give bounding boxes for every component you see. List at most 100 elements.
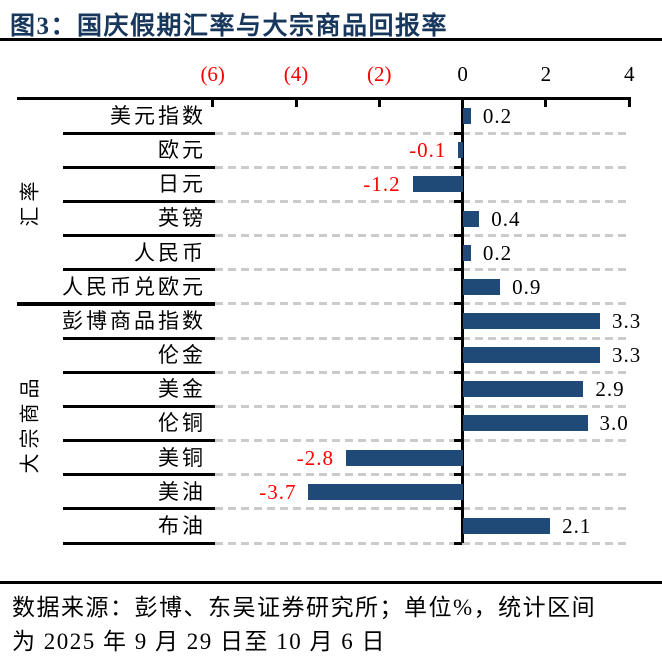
category-label: 英镑 [158, 206, 206, 231]
row-label-underline [63, 370, 215, 374]
x-axis-tick [294, 99, 298, 107]
bar [462, 210, 480, 227]
x-axis-tick-label: (4) [283, 62, 309, 86]
category-label: 欧元 [158, 138, 206, 163]
row-gridline [215, 439, 630, 443]
group-label-text: 大宗商品 [19, 373, 42, 474]
x-axis-tick-label: (2) [367, 62, 392, 86]
x-axis-tick-label: 2 [540, 62, 552, 86]
value-label: -0.1 [409, 138, 447, 163]
bar [462, 313, 601, 329]
y-axis-tick [454, 439, 463, 443]
row-label-underline [63, 199, 215, 203]
row-gridline [215, 473, 630, 477]
value-label: 0.9 [512, 274, 542, 299]
row-gridline [215, 302, 630, 306]
y-axis-tick [454, 234, 463, 238]
category-label: 布油 [158, 513, 206, 538]
category-label: 美铜 [158, 445, 206, 470]
title-divider [0, 38, 662, 41]
footer-divider [0, 581, 662, 584]
bar [308, 483, 463, 500]
x-axis-tick [377, 99, 381, 107]
row-gridline [215, 131, 630, 135]
row-label-underline [63, 336, 215, 340]
row-gridline [215, 268, 630, 272]
row-label-underline [63, 268, 215, 272]
bar [462, 347, 601, 364]
y-axis-tick [454, 165, 463, 169]
x-axis-tick [211, 99, 215, 107]
value-label: 0.2 [482, 240, 513, 265]
bar [462, 381, 584, 398]
category-label: 美油 [158, 479, 206, 504]
row-gridline [215, 370, 630, 374]
row-label-underline [63, 541, 215, 545]
category-label: 美元指数 [110, 104, 206, 128]
value-label: 2.1 [562, 513, 592, 538]
row-label-underline [63, 439, 215, 443]
group-separator [17, 301, 215, 306]
bar [462, 415, 588, 432]
value-label: 3.0 [599, 411, 629, 436]
bar [462, 244, 471, 261]
bar [345, 449, 463, 466]
row-gridline [215, 507, 630, 511]
bar [462, 108, 471, 125]
value-label: -2.8 [296, 445, 334, 470]
bar [462, 517, 551, 534]
bar [462, 278, 501, 295]
y-axis-tick [454, 404, 463, 408]
category-label: 美金 [158, 377, 206, 402]
group-label: 大宗商品 [8, 304, 48, 543]
bar [412, 176, 463, 193]
row-gridline [215, 541, 630, 545]
x-axis-tick-label: 4 [623, 62, 635, 86]
value-label: 0.2 [482, 104, 513, 129]
value-label: 0.4 [491, 206, 521, 231]
y-axis-tick [454, 336, 463, 340]
x-axis-line [17, 97, 631, 100]
source-note-line1: 数据来源：彭博、东吴证券研究所；单位%，统计区间 [12, 595, 597, 620]
group-label: 汇率 [8, 99, 48, 304]
y-axis-tick [454, 507, 463, 511]
y-axis-tick [454, 302, 463, 306]
source-note-line2: 为 2025 年 9 月 29 日至 10 月 6 日 [12, 629, 386, 654]
row-gridline [215, 404, 630, 408]
x-axis-tick [544, 99, 548, 107]
row-label-underline [63, 404, 215, 408]
row-gridline [215, 199, 630, 203]
y-axis-tick [454, 268, 463, 272]
bar [458, 142, 463, 159]
figure-title: 图3：国庆假期汇率与大宗商品回报率 [10, 13, 449, 40]
category-label: 彭博商品指数 [62, 308, 206, 333]
row-label-underline [63, 165, 215, 169]
y-axis-tick [454, 131, 463, 135]
x-axis-tick [627, 99, 631, 107]
value-label: -1.2 [363, 172, 401, 197]
group-label-text: 汇率 [19, 176, 42, 227]
value-label: 3.3 [612, 309, 642, 333]
y-axis-tick [454, 473, 463, 477]
y-axis-tick [454, 370, 463, 374]
category-label: 日元 [158, 172, 206, 197]
category-label: 伦金 [158, 343, 206, 368]
category-label: 伦铜 [158, 411, 206, 436]
row-gridline [215, 336, 630, 340]
row-label-underline [63, 131, 215, 135]
row-label-underline [63, 473, 215, 477]
x-axis-tick-label: 0 [457, 62, 468, 86]
row-label-underline [63, 507, 215, 511]
category-label: 人民币兑欧元 [62, 274, 206, 299]
value-label: 2.9 [595, 377, 625, 402]
value-label: 3.3 [612, 343, 642, 368]
row-gridline [215, 234, 630, 238]
y-axis-tick [454, 541, 463, 545]
category-label: 人民币 [134, 240, 206, 265]
value-label: -3.7 [259, 479, 297, 504]
y-axis-tick [454, 199, 463, 203]
row-label-underline [63, 234, 215, 238]
row-gridline [215, 165, 630, 169]
